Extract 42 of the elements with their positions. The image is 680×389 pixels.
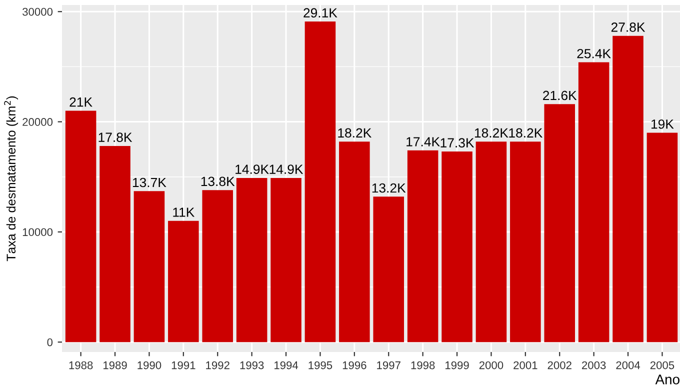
data-label: 17.3K bbox=[440, 138, 474, 148]
y-axis-title: Taxa de desmatamento (km$^{2}$) bbox=[4, 96, 18, 262]
data-label: 14.9K bbox=[270, 164, 304, 174]
x-tick-label: 1993 bbox=[240, 361, 264, 370]
x-tick-label: 1995 bbox=[308, 361, 332, 370]
data-label: 27.8K bbox=[611, 22, 646, 32]
x-tick-label: 2005 bbox=[650, 361, 674, 370]
y-tick-label: 30000 bbox=[22, 8, 53, 16]
y-tick-label: 10000 bbox=[22, 228, 53, 236]
data-label: 13.2K bbox=[372, 183, 406, 193]
data-label: 25.4K bbox=[577, 48, 611, 58]
x-tick-label: 1990 bbox=[138, 361, 162, 370]
x-tick-label: 1999 bbox=[446, 361, 469, 370]
x-tick-label: 1994 bbox=[274, 361, 298, 370]
x-tick-label: 1992 bbox=[206, 361, 230, 370]
x-tick-label: 1996 bbox=[342, 361, 366, 370]
data-label: 21.6K bbox=[543, 90, 577, 100]
x-tick-label: 2002 bbox=[548, 361, 572, 370]
data-label: 14.9K bbox=[236, 164, 269, 174]
x-tick-label: 2000 bbox=[479, 361, 504, 370]
x-tick-label: 2004 bbox=[616, 361, 640, 370]
x-tick-label: 1991 bbox=[172, 361, 196, 370]
x-tick-label: 2001 bbox=[514, 361, 538, 370]
data-label: 18.2K bbox=[474, 128, 508, 138]
y-tick-label: 0 bbox=[47, 338, 53, 346]
data-label: 17.4K bbox=[406, 137, 440, 146]
data-label: 19K bbox=[651, 119, 674, 129]
x-tick-label: 1989 bbox=[104, 361, 127, 370]
data-label: 18.2K bbox=[338, 128, 372, 138]
x-tick-label: 1988 bbox=[69, 361, 93, 370]
data-label: 11K bbox=[173, 208, 195, 217]
data-label: 29.1K bbox=[304, 8, 338, 18]
data-label: 13.8K bbox=[201, 176, 235, 186]
x-axis-title: Ano bbox=[655, 374, 680, 384]
x-tick-label: 2003 bbox=[582, 361, 606, 370]
data-label: 18.2K bbox=[509, 128, 543, 138]
y-tick-label: 20000 bbox=[22, 118, 53, 126]
x-tick-label: 1998 bbox=[411, 361, 435, 370]
data-label: 13.7K bbox=[132, 178, 166, 188]
x-tick-label: 1997 bbox=[377, 361, 400, 370]
data-label: 17.8K bbox=[98, 132, 132, 142]
data-label: 21K bbox=[70, 97, 92, 107]
